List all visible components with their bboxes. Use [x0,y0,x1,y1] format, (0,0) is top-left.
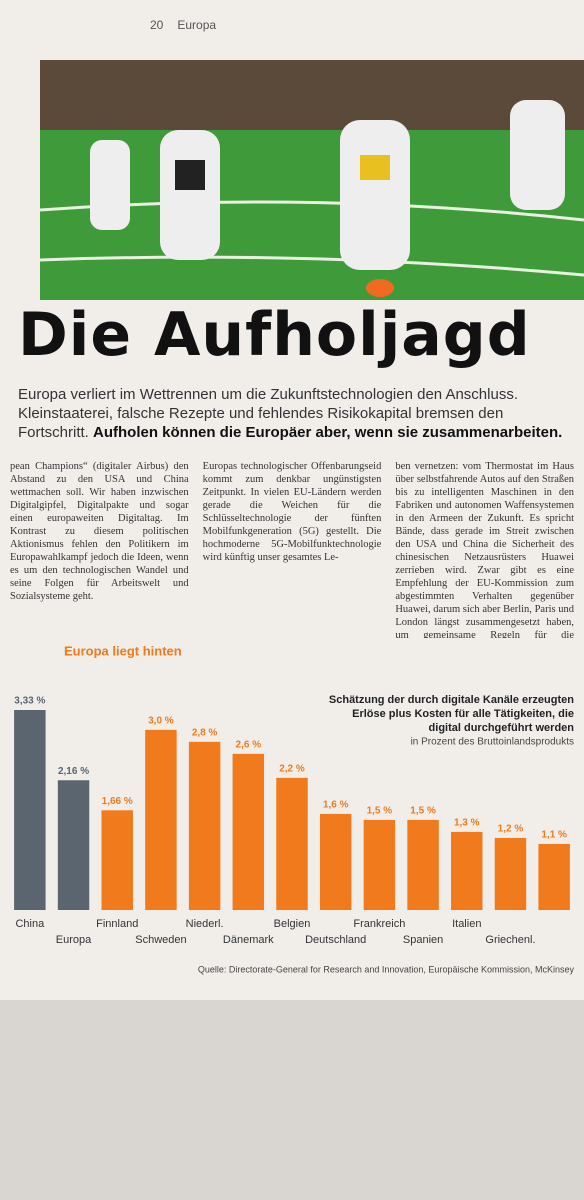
page-number: 20 [150,18,164,32]
dek-text: Europa verliert im Wettrennen um die Zuk… [18,386,518,441]
bar [145,729,177,910]
x-tick-label: Belgien [274,918,311,930]
x-tick-label: China [15,918,45,930]
value-label: 1,2 % [498,824,524,835]
value-label: 2,2 % [279,764,305,775]
bar [232,753,265,910]
value-label: 2,6 % [236,739,262,750]
value-label: 1,3 % [454,818,480,829]
bar [101,810,133,910]
value-label: 3,33 % [14,696,45,707]
x-tick-label: Frankreich [353,918,405,930]
x-tick-label: Schweden [135,934,186,946]
value-label: 3,0 % [148,715,174,726]
bar [14,710,46,910]
x-tick-label: Deutschland [305,934,366,946]
headline: Die Aufholjagd [18,300,531,370]
bar [319,813,352,910]
chart: Europa liegt hinten Quelle: Directorate-… [14,643,575,974]
bar [57,780,90,910]
bar [538,843,570,910]
value-label: 1,66 % [102,796,133,807]
bar [363,819,396,910]
x-tick-label: Finnland [96,918,138,930]
body-paragraph: pean Champions“ (digitaler Airbus) den A… [10,461,189,602]
robot-photo [40,60,584,300]
bar [276,777,308,910]
dek-bold: Aufholen können die Europäer aber, wenn … [93,424,563,441]
bar [407,819,439,910]
page-header: 20 Europa [150,18,230,32]
x-tick-label: Spanien [403,934,443,946]
value-label: 2,16 % [58,766,89,777]
x-tick-label: Niederl. [186,918,224,930]
value-label: 1,6 % [323,800,349,811]
body-columns: pean Champions“ (digitaler Airbus) den A… [10,460,574,638]
magazine-page: 20 Europa Die Aufholjagd Europa verliert … [0,0,584,1000]
x-tick-label: Griechenl. [485,934,535,946]
dek: Europa verliert im Wettrennen um die Zuk… [18,385,574,442]
chart-source: Quelle: Directorate-General for Research… [198,964,575,974]
x-tick-label: Italien [452,918,481,930]
value-label: 1,5 % [410,806,436,817]
bar [188,741,221,910]
x-tick-label: Europa [56,934,92,946]
x-tick-label: Dänemark [223,934,274,946]
value-label: 1,1 % [541,830,567,841]
body-paragraph: ben vernetzen: vom Thermostat im Haus üb… [395,461,574,638]
chart-title: Europa liegt hinten [64,643,182,658]
body-paragraph: Europas technologischer Offenbarungseid … [202,461,382,563]
section-name: Europa [177,18,217,32]
chart-note: in Prozent des Bruttoinlandsprodukts [411,737,574,748]
bar [494,837,527,910]
chart-subtitle: Schätzung der durch digitale Kanäle erze… [329,694,574,734]
bar [451,831,483,910]
value-label: 1,5 % [367,806,393,817]
value-label: 2,8 % [192,727,218,738]
